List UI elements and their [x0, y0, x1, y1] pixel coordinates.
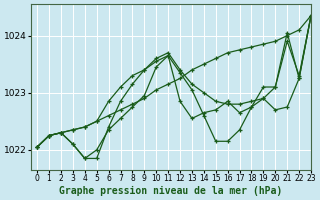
X-axis label: Graphe pression niveau de la mer (hPa): Graphe pression niveau de la mer (hPa)	[60, 186, 283, 196]
